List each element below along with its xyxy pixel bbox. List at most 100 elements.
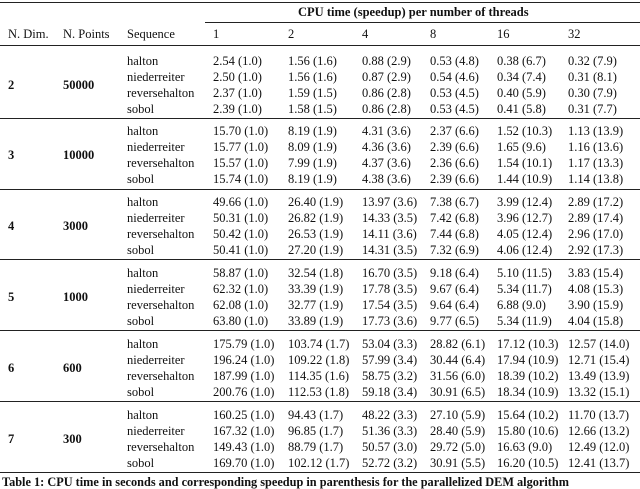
time-cell: 16.70 (3.5) [362,265,418,280]
time-cell: 109.22 (1.8) [288,352,350,367]
time-cell: 7.38 (6.7) [430,195,479,210]
time-cell: 4.31 (3.6) [362,124,411,139]
points-cell: 1000 [63,289,88,304]
time-cell: 102.12 (1.7) [288,455,350,470]
sequence-cell: reversehalton [127,156,195,171]
sequence-cell: halton [127,336,159,351]
time-cell: 4.06 (12.4) [497,243,553,258]
time-cell: 0.87 (2.9) [362,69,411,84]
group-rule [0,401,640,402]
time-cell: 14.31 (3.5) [362,243,418,258]
time-cell: 17.54 (3.5) [362,297,418,312]
sequence-cell: sobol [127,101,155,116]
time-cell: 27.10 (5.9) [430,407,486,422]
time-cell: 1.59 (1.5) [288,85,337,100]
time-cell: 1.56 (1.6) [288,69,337,84]
time-cell: 48.22 (3.3) [362,407,418,422]
time-cell: 1.52 (10.3) [497,124,553,139]
dim-cell: 7 [8,431,15,446]
time-cell: 2.36 (6.6) [430,156,479,171]
time-cell: 12.66 (13.2) [568,423,630,438]
time-cell: 12.49 (12.0) [568,439,630,454]
points-cell: 3000 [63,219,88,234]
dim-cell: 4 [8,219,15,234]
time-cell: 88.79 (1.7) [288,439,344,454]
sequence-cell: reversehalton [127,297,195,312]
time-cell: 26.82 (1.9) [288,211,344,226]
time-cell: 169.70 (1.0) [213,455,275,470]
time-cell: 0.41 (5.8) [497,101,546,116]
time-cell: 0.31 (7.7) [568,101,617,116]
time-cell: 0.32 (7.9) [568,53,617,68]
sequence-cell: halton [127,195,159,210]
time-cell: 96.85 (1.7) [288,423,344,438]
time-cell: 15.74 (1.0) [213,172,269,187]
time-cell: 4.08 (15.3) [568,281,624,296]
time-cell: 5.10 (11.5) [497,265,552,280]
time-cell: 62.32 (1.0) [213,281,269,296]
time-cell: 0.86 (2.8) [362,85,411,100]
time-cell: 5.34 (11.9) [497,313,552,328]
time-cell: 3.96 (12.7) [497,211,553,226]
sequence-cell: halton [127,124,159,139]
sequence-cell: reversehalton [127,227,195,242]
caption: Table 1: CPU time in seconds and corresp… [2,474,569,489]
time-cell: 9.77 (6.5) [430,313,479,328]
time-cell: 2.37 (1.0) [213,85,262,100]
sequence-cell: sobol [127,172,155,187]
time-cell: 8.19 (1.9) [288,124,337,139]
column-header: Sequence [127,27,175,41]
time-cell: 12.71 (15.4) [568,352,630,367]
sequence-cell: reversehalton [127,85,195,100]
time-cell: 11.70 (13.7) [568,407,629,422]
group-rule [0,259,640,261]
time-cell: 7.32 (6.9) [430,243,479,258]
sequence-cell: reversehalton [127,439,195,454]
time-cell: 2.54 (1.0) [213,53,262,68]
time-cell: 12.41 (13.7) [568,455,630,470]
time-cell: 4.36 (3.6) [362,140,411,155]
group-rule [0,188,640,190]
dim-cell: 3 [8,148,15,163]
time-cell: 62.08 (1.0) [213,297,269,312]
time-cell: 1.56 (1.6) [288,53,337,68]
time-cell: 1.16 (13.6) [568,140,624,155]
sequence-cell: sobol [127,313,155,328]
time-cell: 0.88 (2.9) [362,53,411,68]
time-cell: 149.43 (1.0) [213,439,275,454]
time-cell: 30.44 (6.4) [430,352,486,367]
time-cell: 50.31 (1.0) [213,211,269,226]
time-cell: 2.89 (17.2) [568,195,624,210]
time-cell: 30.91 (6.5) [430,384,486,399]
bottom-rule [0,471,640,473]
time-cell: 2.89 (17.4) [568,211,624,226]
group-rule [0,117,640,119]
points-cell: 10000 [63,148,95,163]
time-cell: 0.86 (2.8) [362,101,411,116]
thread-header: 2 [288,27,295,41]
time-cell: 32.77 (1.9) [288,297,344,312]
time-cell: 57.99 (3.4) [362,352,418,367]
time-cell: 14.33 (3.5) [362,211,418,226]
sequence-cell: reversehalton [127,368,195,383]
time-cell: 33.39 (1.9) [288,281,344,296]
time-cell: 1.44 (10.9) [497,172,553,187]
time-cell: 7.44 (6.8) [430,227,479,242]
time-cell: 94.43 (1.7) [288,407,344,422]
time-cell: 58.87 (1.0) [213,265,269,280]
time-cell: 2.96 (17.0) [568,227,624,242]
sequence-cell: niederreiter [127,140,185,155]
time-cell: 0.54 (4.6) [430,69,479,84]
time-cell: 3.99 (12.4) [497,195,553,210]
time-cell: 17.12 (10.3) [497,336,559,351]
time-cell: 160.25 (1.0) [213,407,275,422]
sequence-cell: sobol [127,243,155,258]
group-rule [0,330,640,332]
time-cell: 0.38 (6.7) [497,53,546,68]
time-cell: 16.20 (10.5) [497,455,559,470]
time-cell: 114.35 (1.6) [288,368,349,383]
sequence-cell: niederreiter [127,69,185,84]
time-cell: 4.37 (3.6) [362,156,411,171]
dim-cell: 2 [8,77,15,92]
time-cell: 7.42 (6.8) [430,211,479,226]
